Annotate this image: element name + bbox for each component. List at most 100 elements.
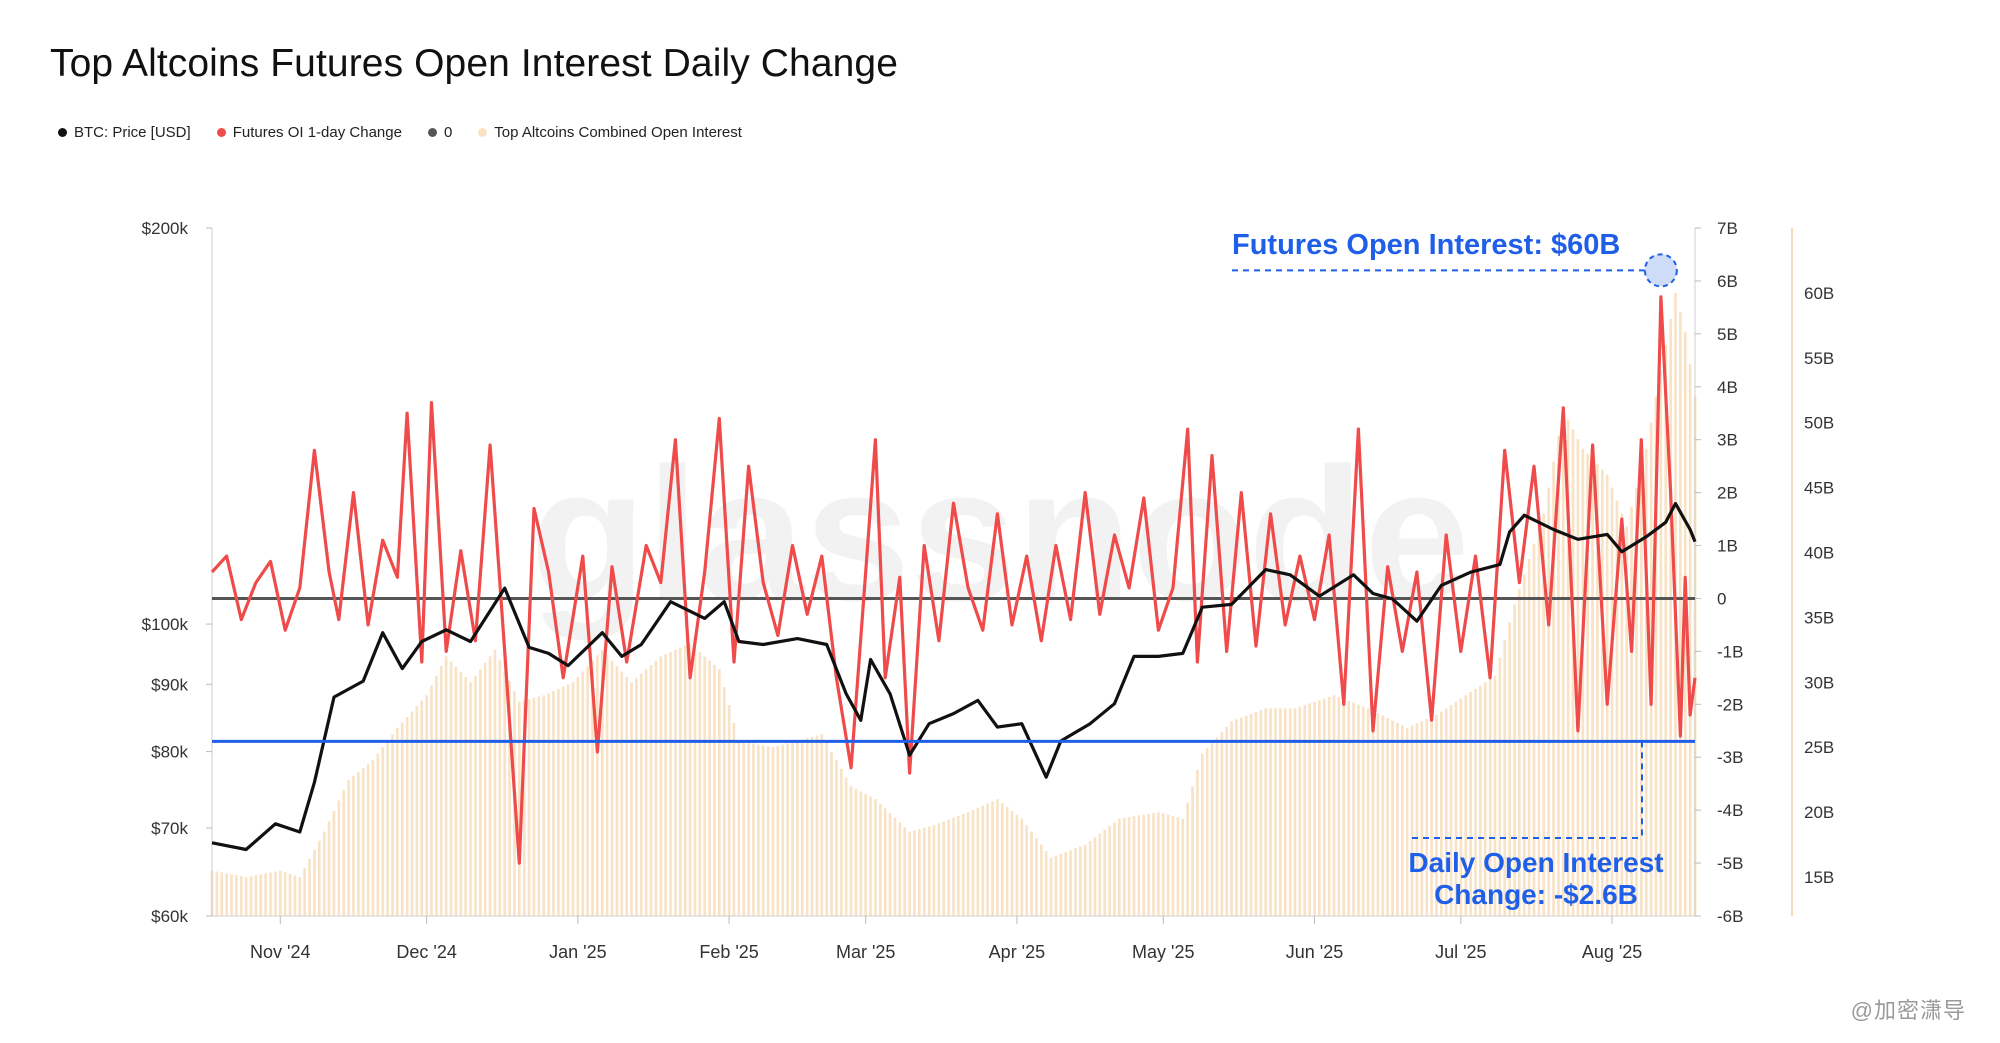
oi-bar: [274, 871, 277, 916]
legend-item-btc-price[interactable]: BTC: Price [USD]: [58, 124, 191, 141]
oi-bar: [1488, 679, 1492, 916]
legend-label: Futures OI 1-day Change: [232, 124, 402, 141]
oi-bar: [308, 858, 311, 916]
oi-bar: [244, 877, 248, 916]
y-left-tick-label: $80k: [151, 743, 188, 762]
oi-bar: [386, 740, 389, 916]
oi-bar: [649, 665, 653, 916]
oi-bar: [1366, 708, 1370, 916]
oi-bar: [1147, 813, 1150, 916]
oi-bar: [425, 695, 428, 916]
oi-bar: [1274, 708, 1277, 916]
oi-bar: [840, 768, 843, 916]
y-right-tick-label: 2B: [1717, 484, 1738, 503]
y-far-right-tick-label: 35B: [1804, 608, 1834, 627]
oi-bar: [786, 743, 789, 916]
oi-bar: [1191, 786, 1194, 916]
y-far-right-tick-label: 40B: [1804, 544, 1834, 563]
x-tick-label: Feb '25: [699, 942, 758, 962]
oi-bar: [1474, 688, 1477, 916]
oi-bar: [576, 676, 580, 916]
oi-bar: [664, 654, 667, 916]
oi-bar: [810, 736, 814, 916]
oi-bar: [1005, 807, 1009, 916]
oi-bar: [1103, 829, 1107, 916]
oi-bar: [381, 747, 385, 916]
oi-bar: [854, 788, 858, 916]
oi-bar: [1557, 435, 1560, 916]
oi-bar: [1337, 697, 1341, 916]
oi-bar: [1220, 732, 1224, 916]
oi-bar: [986, 803, 989, 916]
oi-bar: [1635, 487, 1638, 916]
x-tick-label: Aug '25: [1582, 942, 1643, 962]
oi-bar: [879, 803, 882, 916]
oi-bar: [1059, 853, 1063, 916]
oi-bar: [293, 875, 297, 916]
oi-bar: [654, 660, 658, 916]
oi-bar: [1342, 699, 1346, 916]
oi-bar: [1669, 318, 1672, 916]
oi-bar: [947, 819, 950, 916]
oi-bar: [1449, 705, 1453, 916]
oi-bar: [1610, 487, 1614, 916]
y-far-right-tick-label: 45B: [1804, 479, 1834, 498]
oi-bar: [1142, 814, 1146, 916]
oi-bar: [1459, 698, 1463, 916]
oi-bar: [698, 652, 702, 916]
y-far-right-tick-label: 30B: [1804, 673, 1834, 692]
y-right-tick-label: -6B: [1717, 907, 1743, 926]
oi-bar: [1035, 838, 1038, 916]
oi-bar: [1196, 770, 1199, 916]
oi-bar: [1625, 526, 1629, 916]
oi-bar: [918, 829, 921, 916]
oi-bar: [1322, 698, 1326, 916]
legend-label: Top Altcoins Combined Open Interest: [494, 124, 742, 141]
oi-bar: [376, 753, 380, 916]
oi-bar: [1679, 312, 1682, 916]
oi-bar: [1279, 708, 1282, 916]
y-left-tick-label: $100k: [142, 615, 189, 634]
oi-bar: [288, 873, 292, 916]
oi-bar: [820, 734, 824, 916]
oi-bar: [708, 660, 711, 916]
oi-bar: [239, 876, 243, 916]
oi-bar: [1074, 848, 1077, 916]
oi-bar: [752, 743, 755, 916]
oi-bar: [976, 807, 980, 916]
oi-bar: [737, 740, 741, 916]
oi-bar: [322, 831, 326, 916]
oi-bar: [1020, 818, 1024, 916]
oi-bar: [400, 722, 404, 916]
oi-bar: [1576, 438, 1580, 916]
y-right-tick-label: 3B: [1717, 431, 1738, 450]
oi-bar: [1269, 708, 1272, 916]
oi-bar: [586, 666, 589, 916]
oi-bar: [552, 691, 555, 916]
y-right-tick-label: -3B: [1717, 748, 1743, 767]
oi-bar: [1240, 717, 1243, 916]
oi-bar: [961, 814, 965, 916]
x-tick-label: Jan '25: [549, 942, 606, 962]
oi-bar: [766, 746, 770, 916]
oi-bar: [1210, 742, 1214, 916]
oi-bar: [1532, 543, 1536, 916]
legend-dot-icon: [478, 128, 488, 137]
oi-bar: [625, 676, 628, 916]
oi-bar: [1259, 710, 1263, 916]
legend-item-zero[interactable]: 0: [427, 124, 452, 141]
y-right-tick-label: 5B: [1717, 325, 1738, 344]
oi-bar: [508, 681, 511, 916]
oi-bar: [1122, 817, 1126, 916]
legend-dot-icon: [58, 128, 67, 137]
oi-bar: [503, 670, 507, 916]
x-tick-label: Apr '25: [989, 942, 1045, 962]
oi-bar: [1542, 513, 1546, 916]
top-annotation-label: Futures Open Interest: $60B: [1232, 229, 1620, 261]
legend-item-combined-oi[interactable]: Top Altcoins Combined Open Interest: [478, 124, 742, 141]
legend-item-oi-change[interactable]: Futures OI 1-day Change: [216, 124, 402, 141]
oi-bar: [669, 652, 672, 916]
oi-bar: [869, 796, 872, 916]
oi-bar: [1313, 701, 1316, 916]
y-right-tick-label: 4B: [1717, 378, 1738, 397]
